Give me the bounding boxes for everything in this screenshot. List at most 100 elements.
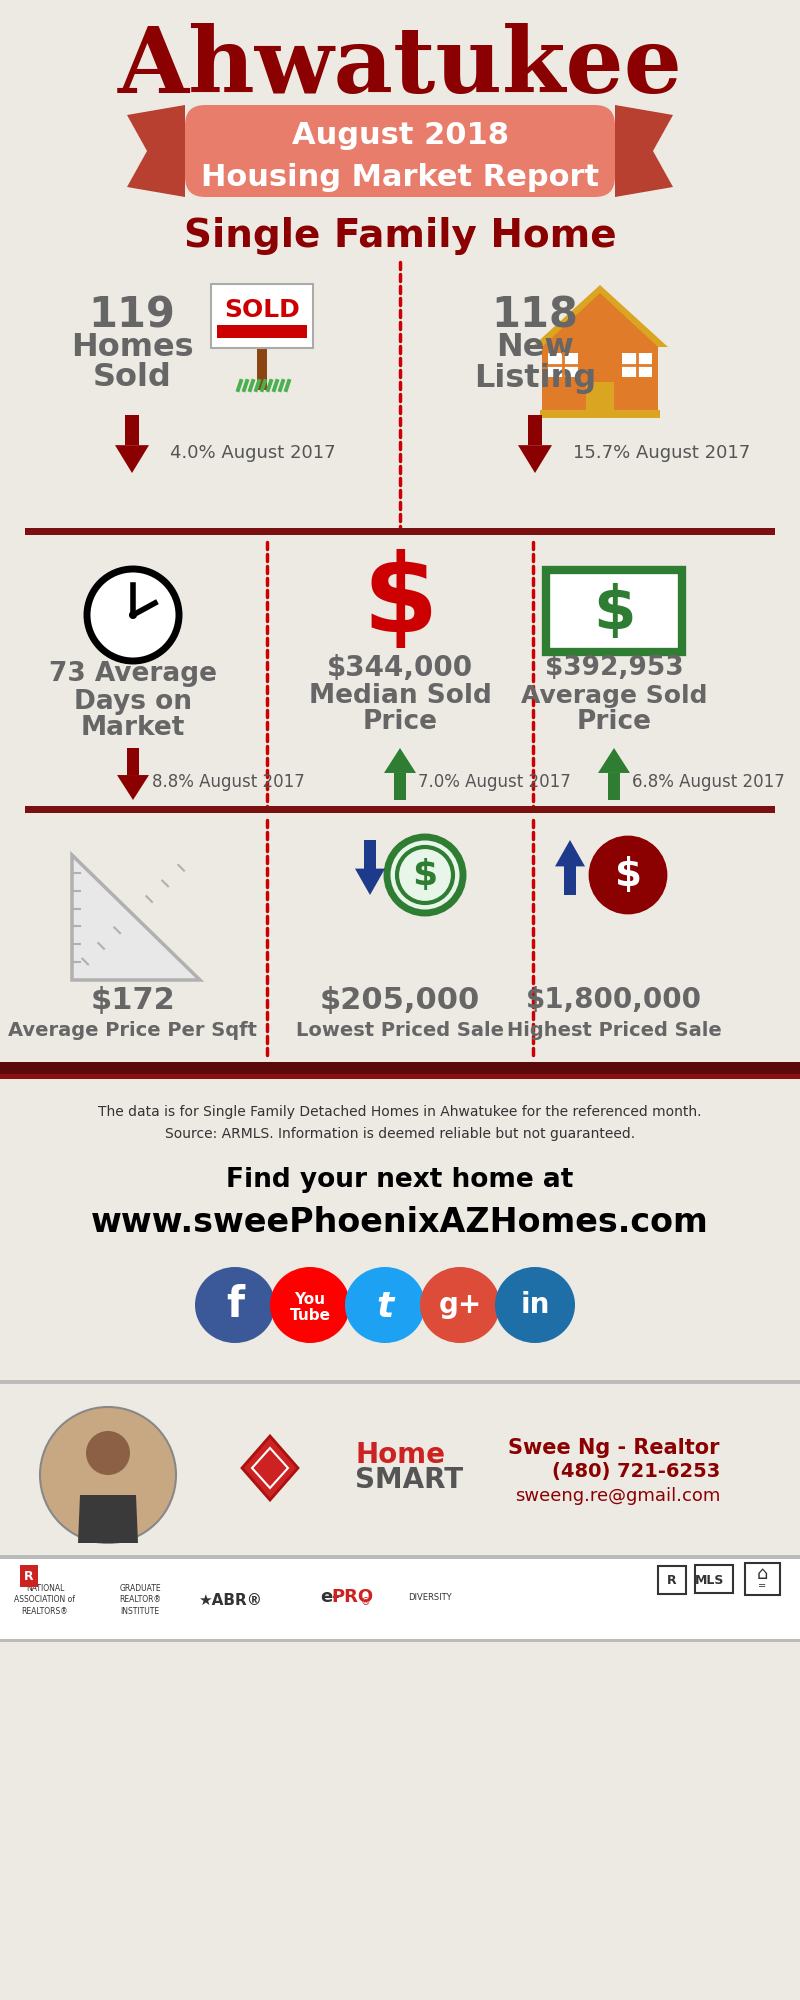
Text: Tube: Tube [290, 1308, 330, 1322]
Text: g+: g+ [438, 1292, 482, 1320]
Text: Average Sold: Average Sold [521, 684, 707, 708]
Bar [658, 1566, 686, 1594]
Bar [257, 290, 267, 390]
Circle shape [397, 848, 453, 904]
Polygon shape [608, 772, 621, 800]
Text: Price: Price [577, 710, 651, 734]
Text: Home: Home [355, 1440, 445, 1468]
Text: New: New [496, 332, 574, 364]
Polygon shape [532, 284, 668, 348]
Text: Homes: Homes [70, 332, 194, 364]
Polygon shape [126, 748, 139, 776]
Text: t: t [376, 1290, 394, 1324]
FancyBboxPatch shape [185, 104, 615, 198]
Text: PRO: PRO [331, 1588, 373, 1606]
Text: Median Sold: Median Sold [309, 684, 491, 710]
Text: www.sweePhoenixAZHomes.com: www.sweePhoenixAZHomes.com [91, 1206, 709, 1238]
Polygon shape [615, 104, 673, 198]
Polygon shape [78, 1496, 138, 1544]
Text: Average Price Per Sqft: Average Price Per Sqft [9, 1020, 258, 1040]
Polygon shape [528, 416, 542, 446]
Text: SMART: SMART [355, 1466, 463, 1494]
FancyBboxPatch shape [546, 570, 682, 652]
Text: =: = [758, 1580, 766, 1592]
Circle shape [87, 568, 179, 660]
Text: 73 Average: 73 Average [49, 660, 217, 688]
Text: 6.8% August 2017: 6.8% August 2017 [632, 772, 785, 790]
Text: (480) 721-6253: (480) 721-6253 [552, 1462, 720, 1482]
Bar [0, 1380, 800, 1384]
Bar [0, 1560, 800, 1640]
Text: Lowest Priced Sale: Lowest Priced Sale [296, 1020, 504, 1040]
Text: ®: ® [361, 1596, 371, 1608]
Bar [25, 528, 775, 534]
Polygon shape [364, 840, 376, 868]
Text: sweeng.re@gmail.com: sweeng.re@gmail.com [514, 1488, 720, 1504]
Text: $392,953: $392,953 [545, 656, 683, 680]
Text: Sold: Sold [93, 362, 171, 394]
Text: Days on: Days on [74, 688, 192, 716]
Polygon shape [242, 1436, 298, 1500]
Polygon shape [564, 866, 576, 896]
Text: $: $ [614, 856, 642, 894]
Bar [542, 348, 658, 414]
Text: f: f [226, 1284, 244, 1326]
Text: $: $ [593, 582, 635, 642]
Text: e-: e- [320, 1588, 340, 1606]
Polygon shape [555, 840, 585, 866]
Bar [25, 806, 775, 812]
Text: 7.0% August 2017: 7.0% August 2017 [418, 772, 570, 790]
Text: Find your next home at: Find your next home at [226, 1168, 574, 1192]
Bar [548, 352, 578, 376]
Text: $: $ [412, 858, 438, 892]
Text: 8.8% August 2017: 8.8% August 2017 [152, 772, 305, 790]
Text: August 2018: August 2018 [291, 120, 509, 150]
Text: Housing Market Report: Housing Market Report [201, 162, 599, 192]
Circle shape [387, 836, 463, 912]
Ellipse shape [495, 1268, 575, 1344]
Polygon shape [125, 416, 139, 446]
Bar [695, 1564, 733, 1592]
Text: NATIONAL
ASSOCIATION of
REALTORS®: NATIONAL ASSOCIATION of REALTORS® [14, 1584, 75, 1616]
Ellipse shape [420, 1268, 500, 1344]
Text: $205,000: $205,000 [320, 986, 480, 1014]
Text: Source: ARMLS. Information is deemed reliable but not guaranteed.: Source: ARMLS. Information is deemed rel… [165, 1128, 635, 1140]
Text: R: R [667, 1574, 677, 1586]
Text: $344,000: $344,000 [327, 654, 473, 682]
Ellipse shape [195, 1268, 275, 1344]
Circle shape [86, 1432, 130, 1476]
Circle shape [40, 1408, 176, 1544]
Text: in: in [520, 1292, 550, 1320]
Text: GRADUATE
REALTOR®
INSTITUTE: GRADUATE REALTOR® INSTITUTE [119, 1584, 161, 1616]
Text: 4.0% August 2017: 4.0% August 2017 [170, 444, 336, 462]
Text: ⌂: ⌂ [756, 1564, 768, 1584]
Polygon shape [115, 446, 149, 472]
Circle shape [590, 836, 666, 912]
Text: Ahwatukee: Ahwatukee [118, 24, 682, 112]
Bar [0, 1062, 800, 1074]
Bar [20, 1564, 38, 1588]
Text: 118: 118 [491, 294, 578, 336]
Polygon shape [394, 772, 406, 800]
Text: DIVERSITY: DIVERSITY [408, 1594, 452, 1602]
Ellipse shape [270, 1268, 350, 1344]
Polygon shape [72, 856, 200, 980]
Polygon shape [355, 868, 385, 896]
Polygon shape [384, 748, 416, 772]
Bar [0, 1556, 800, 1560]
Text: Market: Market [81, 716, 185, 740]
Circle shape [129, 612, 137, 620]
Polygon shape [598, 748, 630, 772]
Text: Price: Price [362, 710, 438, 734]
Bar [622, 352, 652, 376]
Polygon shape [127, 104, 185, 198]
Bar [217, 324, 307, 338]
Text: Swee Ng - Realtor: Swee Ng - Realtor [509, 1438, 720, 1458]
Text: Single Family Home: Single Family Home [184, 216, 616, 254]
Bar [540, 410, 660, 418]
Polygon shape [542, 292, 658, 348]
Ellipse shape [345, 1268, 425, 1344]
Polygon shape [518, 446, 552, 472]
Bar [0, 1640, 800, 1642]
Text: You: You [294, 1292, 326, 1306]
